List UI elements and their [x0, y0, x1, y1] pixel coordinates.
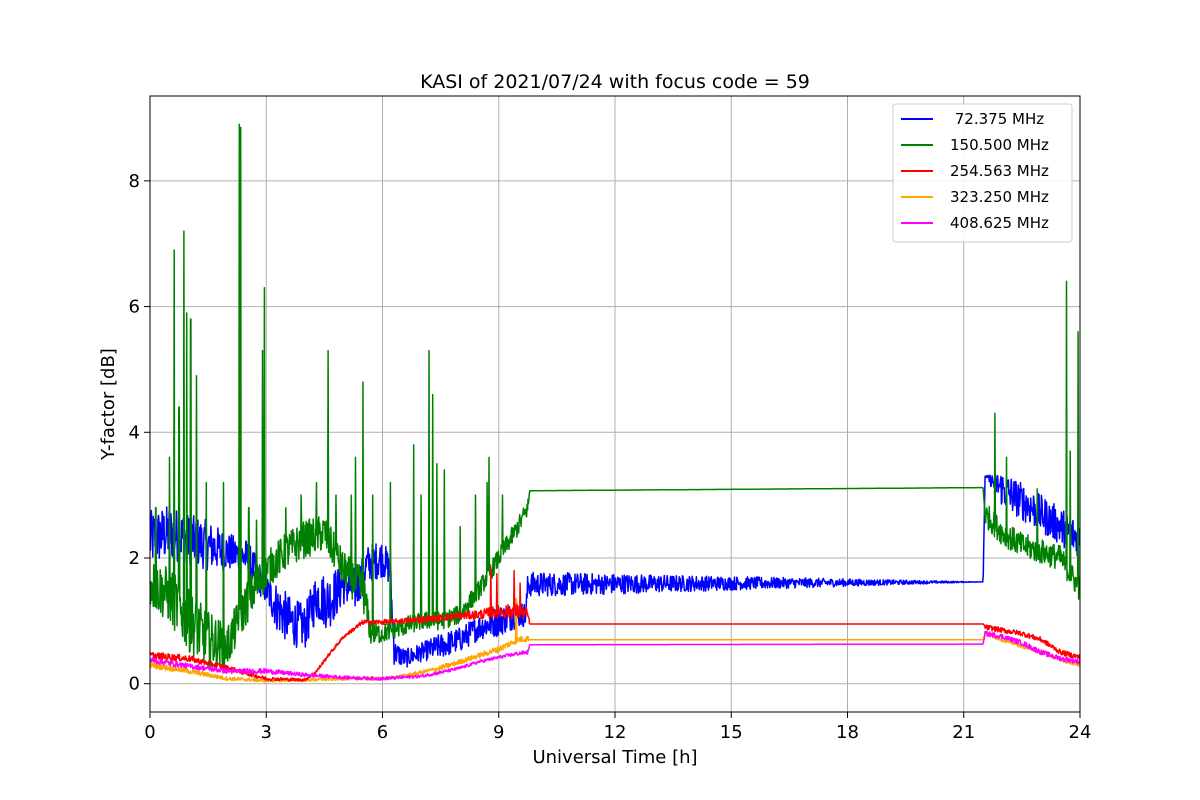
series-line-1 — [150, 123, 1080, 669]
series-line-4 — [150, 630, 1080, 681]
y-tick-label: 2 — [129, 548, 140, 569]
series-line-0 — [150, 473, 1080, 668]
x-tick-label: 15 — [720, 722, 743, 743]
series-line-3 — [150, 598, 1080, 683]
x-tick-label: 9 — [493, 722, 504, 743]
series-line-2 — [150, 566, 1080, 682]
legend-box — [892, 103, 1073, 243]
x-axis-label: Universal Time [h] — [532, 747, 697, 768]
x-tick-label: 0 — [144, 722, 155, 743]
y-axis-label: Y-factor [dB] — [98, 348, 119, 461]
chart-title: KASI of 2021/07/24 with focus code = 59 — [420, 71, 810, 93]
legend-label-1: 150.500 MHz — [950, 136, 1049, 154]
x-tick-label: 3 — [261, 722, 272, 743]
legend-label-0: 72.375 MHz — [950, 110, 1044, 128]
y-axis: 0 2 4 6 8 — [129, 171, 150, 695]
x-tick-label: 6 — [377, 722, 388, 743]
x-tick-label: 24 — [1069, 722, 1092, 743]
x-tick-label: 21 — [952, 722, 975, 743]
series-layer — [150, 123, 1080, 683]
legend: 72.375 MHz 150.500 MHz 254.563 MHz 323.250 … — [892, 103, 1073, 243]
y-tick-label: 0 — [129, 674, 140, 695]
x-axis: 0 3 6 9 12 15 18 21 24 — [144, 712, 1091, 743]
legend-label-4: 408.625 MHz — [950, 214, 1049, 232]
legend-label-2: 254.563 MHz — [950, 162, 1049, 180]
x-tick-label: 18 — [836, 722, 859, 743]
y-tick-label: 8 — [129, 171, 140, 192]
y-tick-label: 6 — [129, 297, 140, 318]
x-tick-label: 12 — [604, 722, 627, 743]
y-tick-label: 4 — [129, 422, 140, 443]
legend-label-3: 323.250 MHz — [950, 188, 1049, 206]
